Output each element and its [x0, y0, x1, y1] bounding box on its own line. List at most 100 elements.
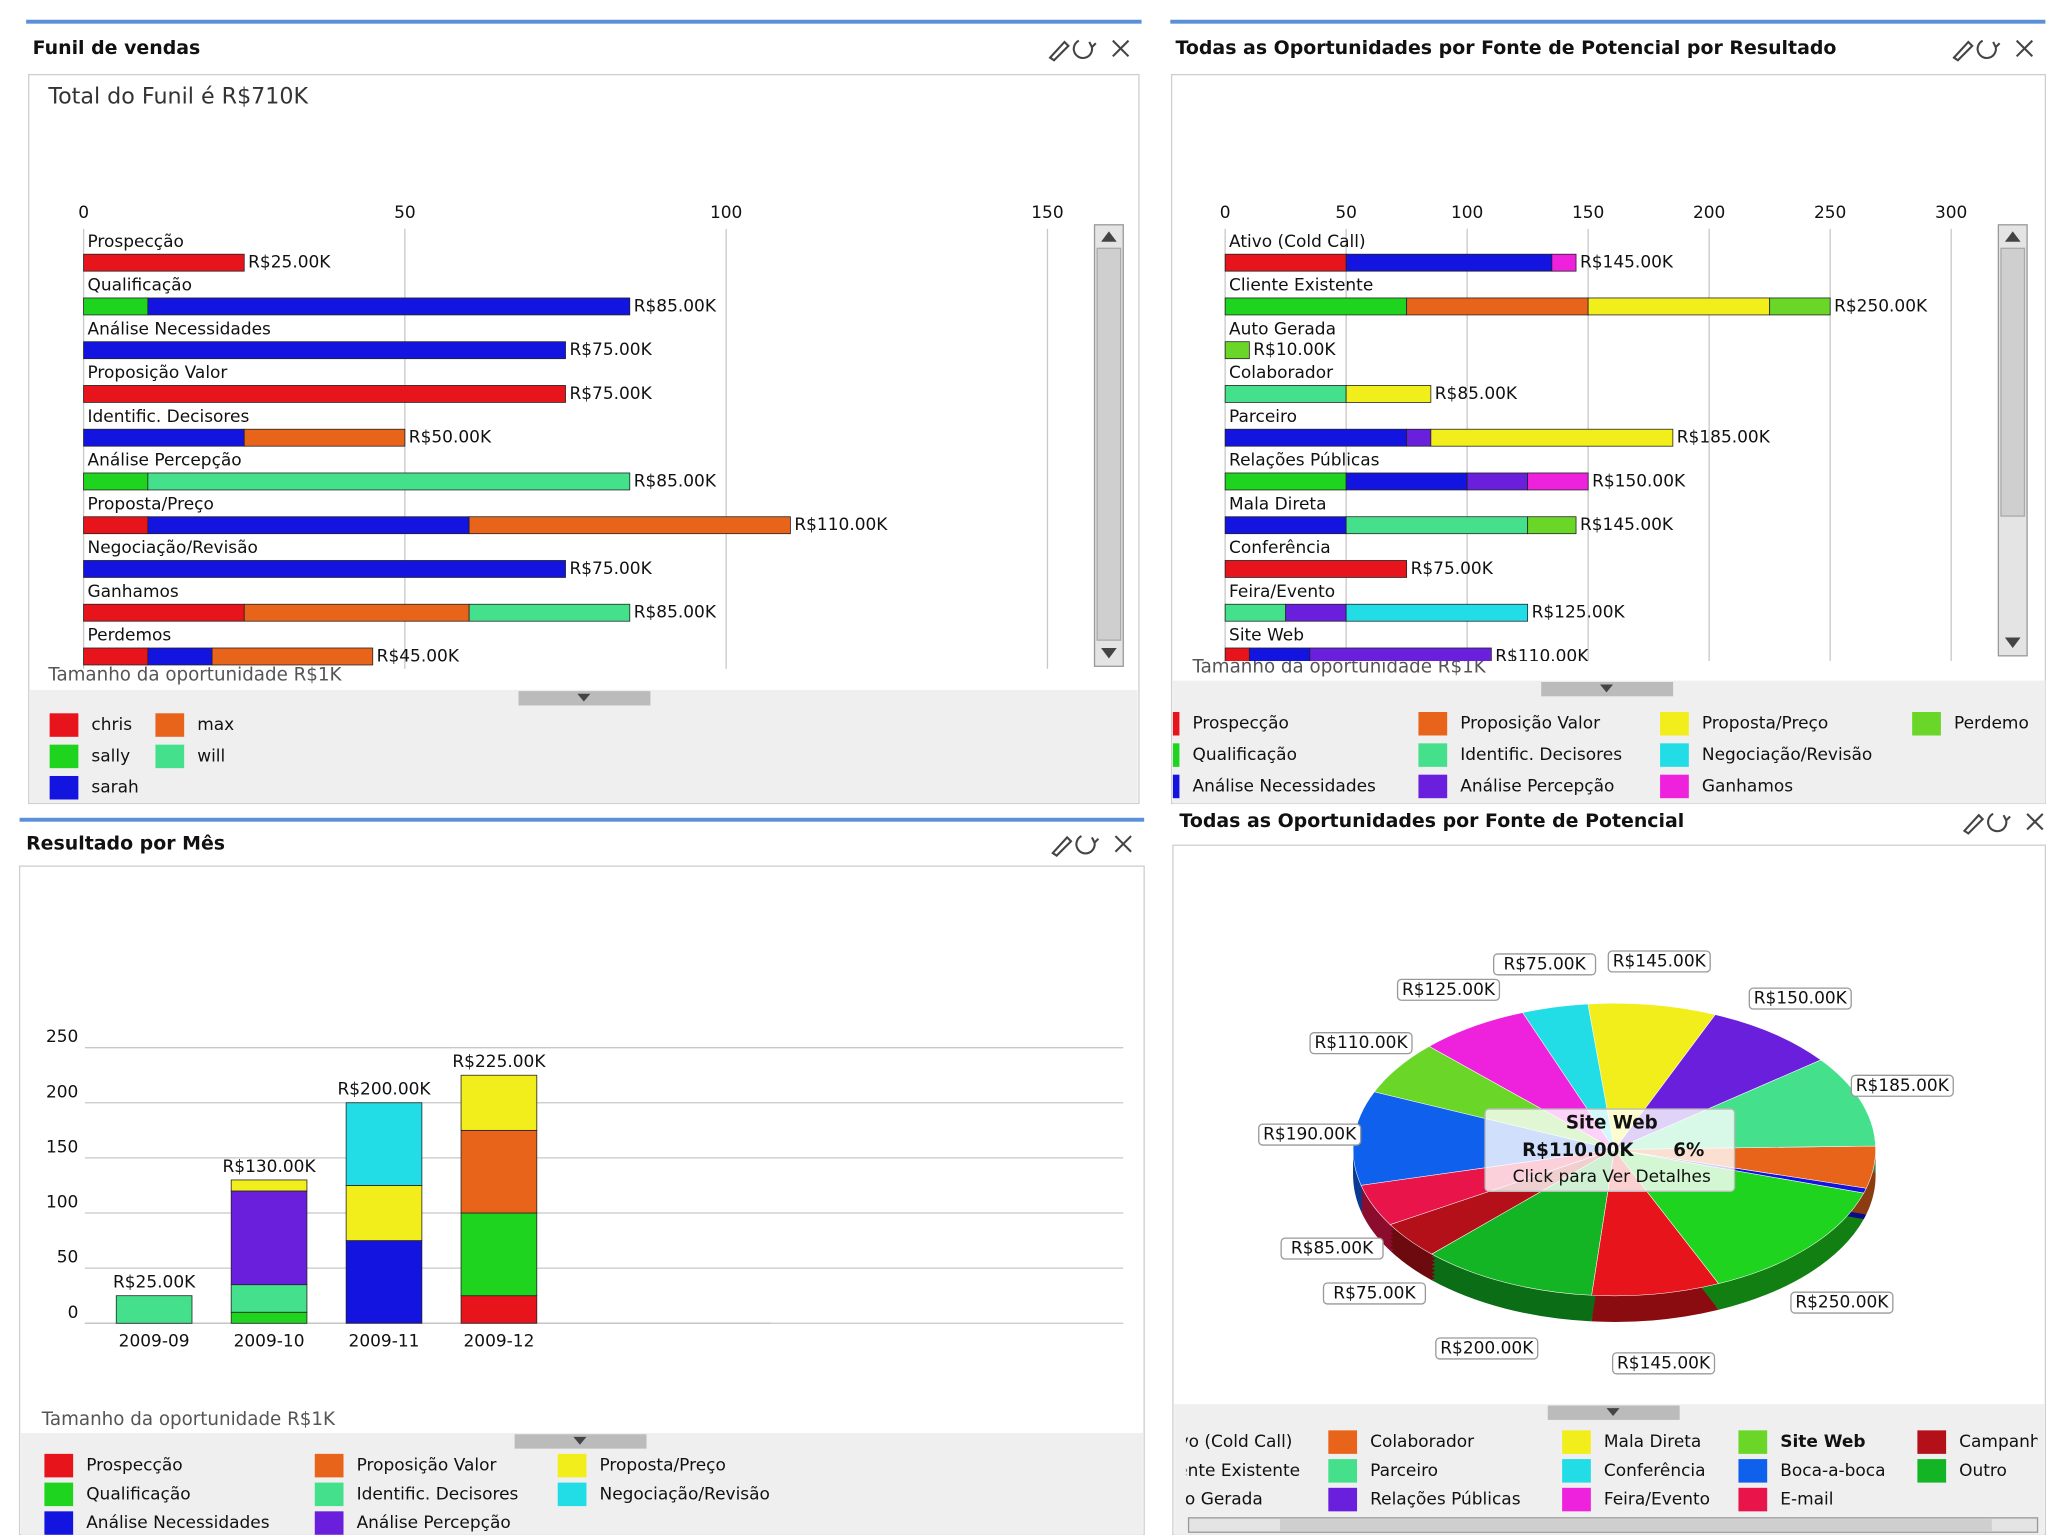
bar-segment	[83, 428, 245, 447]
category-label: Conferência	[1229, 538, 1331, 558]
plot: Prospecção R$25.00K Qualificação R$85.00K An…	[82, 228, 1049, 669]
value-label-box	[1322, 1282, 1427, 1305]
legend-swatch	[1172, 711, 1180, 736]
category-label: Identific. Decisores	[88, 407, 250, 427]
legend: Ativo (Cold Call) Cliente Existente Auto G…	[1186, 1430, 2038, 1512]
bar-segment	[1224, 472, 1347, 491]
category-label: Mala Direta	[1229, 494, 1326, 514]
tooltip[interactable]: Site Web R$110.00K 6% Click para Ver Det…	[1484, 1108, 1736, 1192]
x-tick-label: 300	[1935, 203, 1967, 223]
legend-swatch	[1328, 1487, 1358, 1512]
bar-segment	[1430, 428, 1674, 447]
legend-label: Parceiro	[1370, 1461, 1438, 1481]
value-label-box	[1790, 1291, 1894, 1314]
legend-swatch	[557, 1453, 587, 1478]
legend-swatch	[1660, 743, 1689, 767]
category-label: Parceiro	[1229, 407, 1297, 427]
x-tick-label: 50	[1335, 203, 1357, 223]
bar-segment	[147, 516, 470, 535]
value-label-box	[1435, 1337, 1539, 1360]
value-label: R$150.00K	[1754, 989, 1848, 1009]
legend-swatch	[314, 1511, 344, 1535]
legend-swatch	[1562, 1430, 1591, 1454]
panel-title: Funil de vendas	[33, 37, 201, 59]
value-label-box	[1607, 950, 1711, 973]
value-label: R$145.00K	[1613, 951, 1707, 971]
bar-segment	[1406, 428, 1432, 447]
bar-segment	[83, 253, 245, 272]
x-tick-label: 250	[1814, 203, 1846, 223]
category-label: Qualificação	[88, 276, 192, 296]
legend-label: chris	[91, 715, 132, 735]
legend-label: Qualificação	[1192, 745, 1296, 765]
bar-segment	[1769, 297, 1831, 316]
legend-swatch	[1738, 1487, 1768, 1512]
bar-segment	[345, 1102, 423, 1186]
pie-labels: R$145.00K R$250.00K R$185.00K R$150.00K R$14…	[1258, 950, 1954, 1375]
legend-label: Proposta/Preço	[600, 1456, 726, 1476]
legend-swatch	[1328, 1430, 1358, 1454]
bar-segment	[1224, 560, 1408, 578]
bar-segment	[1551, 253, 1577, 272]
legend-swatch	[1418, 774, 1448, 799]
bar-segment	[211, 647, 374, 666]
category-label: Proposição Valor	[88, 363, 228, 383]
x-tick-label: 100	[1451, 203, 1483, 223]
legend-label: Qualificação	[86, 1484, 190, 1504]
value-label: R$110.00K	[1314, 1033, 1408, 1053]
value-label: R$85.00K	[634, 603, 717, 623]
category-label: Feira/Evento	[1229, 582, 1335, 602]
panel-title: Todas as Oportunidades por Fonte de Pote…	[1179, 810, 1684, 832]
bar-segment	[147, 647, 213, 666]
value-label: R$75.00K	[1333, 1283, 1416, 1303]
value-label: R$185.00K	[1856, 1076, 1950, 1096]
legend-label: Ganhamos	[1702, 776, 1793, 796]
legend-label: Proposição Valor	[357, 1456, 497, 1476]
panel-icons[interactable]	[1952, 39, 2034, 62]
bar-segment	[1345, 603, 1529, 622]
legend-swatch	[1172, 743, 1180, 767]
legend-label: Relações Públicas	[1370, 1490, 1521, 1510]
legend-label: Identific. Decisores	[1460, 745, 1622, 765]
bar-segment	[147, 297, 631, 316]
value-label: R$225.00K	[452, 1052, 546, 1072]
legend-swatch	[44, 1511, 74, 1535]
bar-segment	[460, 1295, 538, 1324]
category-label: Prospecção	[88, 232, 184, 252]
value-label: R$200.00K	[337, 1080, 431, 1100]
category-label: Ativo (Cold Call)	[1229, 232, 1366, 252]
panel-icons[interactable]	[1051, 835, 1132, 858]
value-label: R$85.00K	[634, 296, 717, 316]
value-label: R$85.00K	[1435, 384, 1518, 404]
legend-swatch	[155, 713, 185, 737]
value-label: R$130.00K	[223, 1157, 317, 1177]
bar-segment	[243, 428, 406, 447]
x-tick-label: 200	[1693, 203, 1725, 223]
panel-icons[interactable]	[1048, 39, 1130, 62]
legend: Prospecção Qualificação Análise Necessidad…	[44, 1453, 770, 1535]
x-axis-label: Tamanho da oportunidade R$1K	[1191, 657, 1486, 678]
tooltip-percent: 6%	[1673, 1140, 1704, 1161]
legend: Prospecção Qualificação Análise Necessidad…	[1172, 711, 2028, 799]
legend-label: Site Web	[1780, 1432, 1865, 1452]
bar-segment	[460, 1129, 538, 1214]
panel-icons[interactable]	[1962, 812, 2044, 835]
value-label: R$185.00K	[1677, 428, 1771, 448]
value-label: R$75.00K	[569, 559, 652, 579]
legend-label: Negociação/Revisão	[1702, 745, 1872, 765]
value-label-box	[1280, 1237, 1384, 1260]
x-tick-label: 2009-11	[349, 1332, 420, 1352]
x-tick-label: 150	[1031, 203, 1063, 223]
value-label: R$25.00K	[248, 253, 331, 273]
legend-swatch	[1328, 1459, 1358, 1483]
value-label: R$110.00K	[794, 515, 888, 535]
x-tick-label: 100	[710, 203, 742, 223]
legend-swatch	[1912, 711, 1941, 736]
legend-swatch	[1917, 1459, 1947, 1483]
legend-swatch	[1172, 774, 1180, 799]
value-label: R$190.00K	[1263, 1125, 1357, 1145]
bar-segment	[230, 1179, 308, 1192]
legend-label: Colaborador	[1370, 1432, 1474, 1452]
panel-title: Resultado por Mês	[26, 832, 225, 854]
